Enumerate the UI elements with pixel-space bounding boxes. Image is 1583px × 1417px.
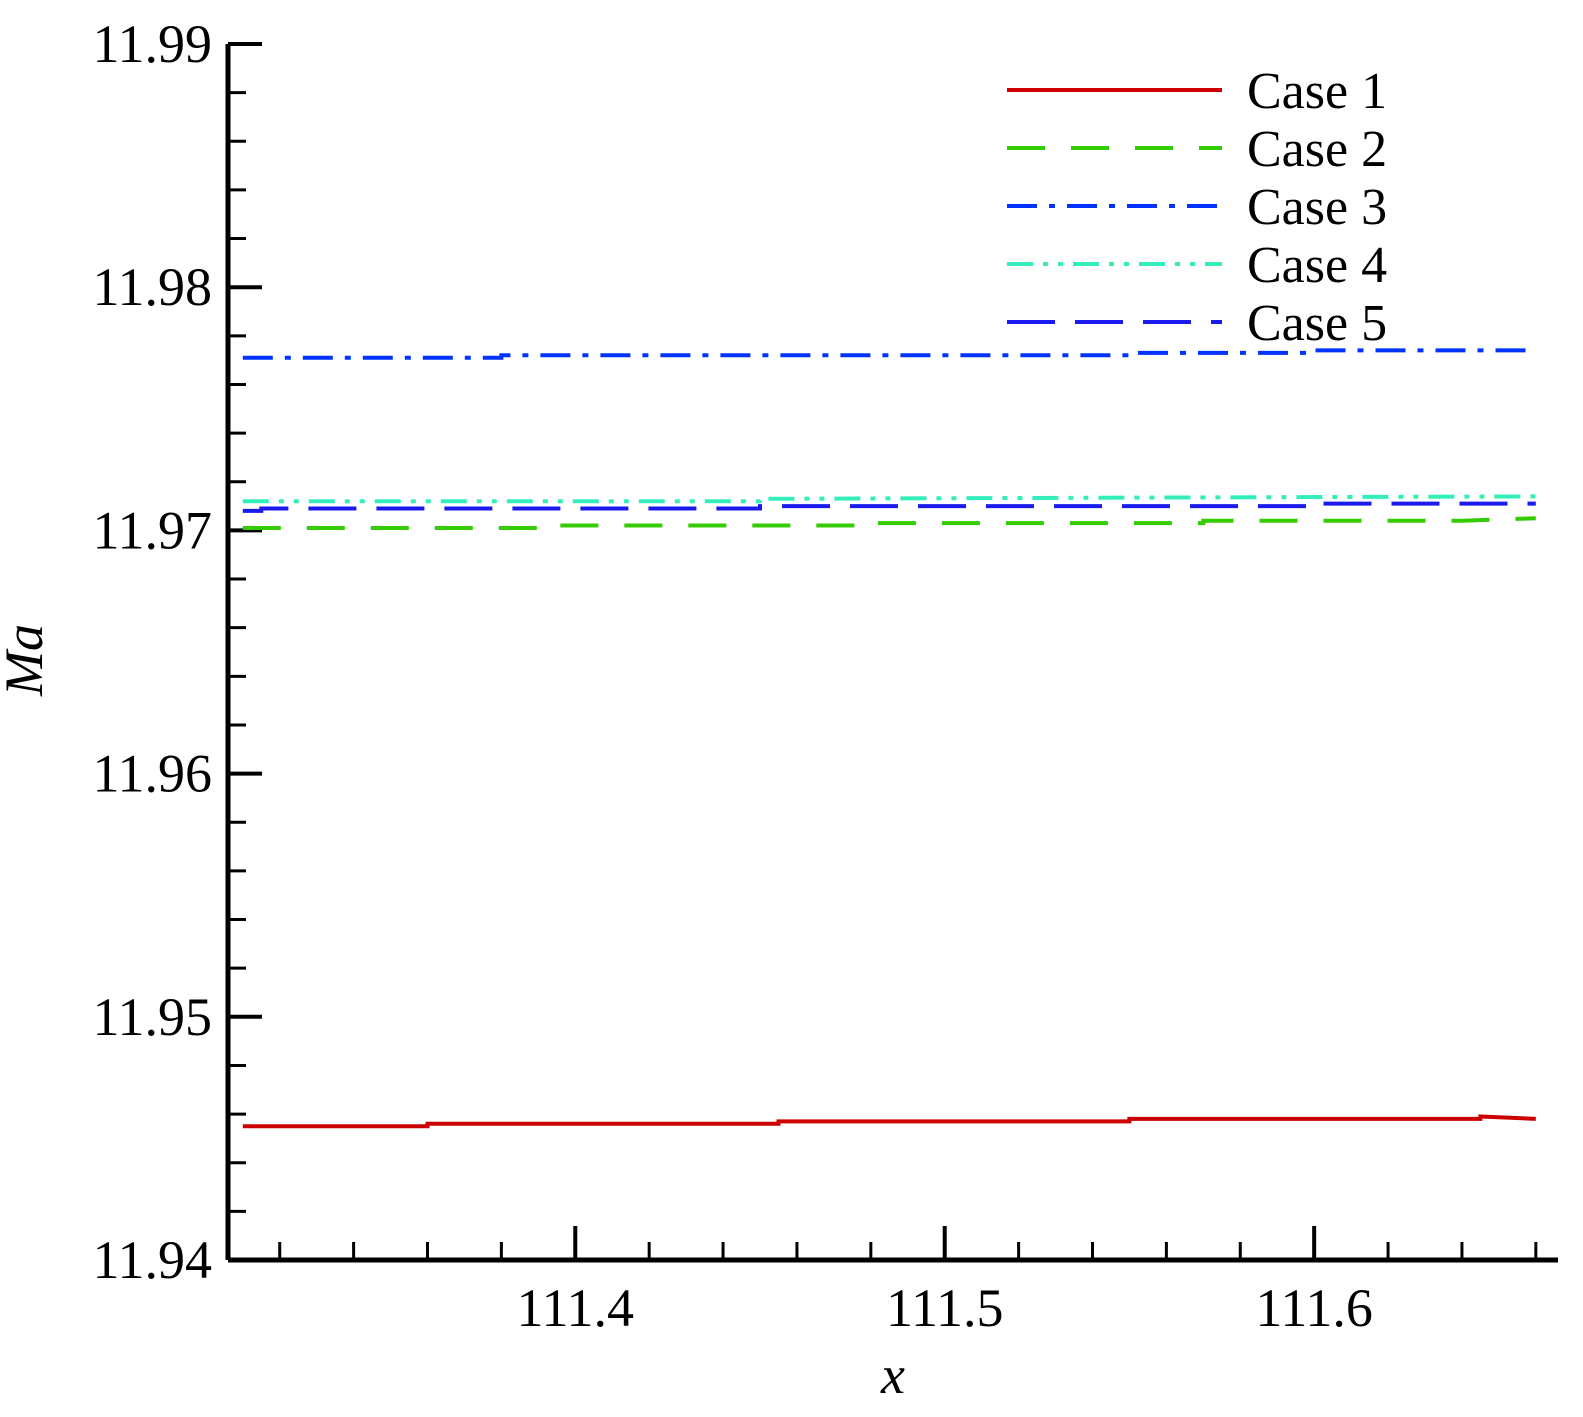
- y-tick-label: 11.98: [93, 257, 213, 317]
- series-line-2: [242, 516, 1536, 530]
- series-line-3: [242, 348, 1536, 360]
- y-tick-label: 11.96: [93, 744, 213, 804]
- x-tick-label: 111.6: [1255, 1278, 1373, 1338]
- y-tick-label: 11.94: [93, 1230, 213, 1290]
- legend-label-1: Case 1: [1247, 63, 1387, 120]
- x-axis-title: x: [880, 1345, 905, 1405]
- series-line-5: [242, 501, 1536, 513]
- series-line-1: [242, 1114, 1536, 1129]
- y-tick-label: 11.99: [93, 14, 213, 74]
- y-tick-label: 11.95: [93, 987, 213, 1047]
- series-line-4: [242, 494, 1536, 504]
- x-tick-label: 111.4: [517, 1278, 635, 1338]
- legend-label-3: Case 3: [1247, 179, 1387, 236]
- y-tick-label: 11.97: [93, 500, 213, 560]
- legend-label-5: Case 5: [1247, 295, 1387, 352]
- y-axis-title: Ma: [0, 624, 54, 697]
- series-lines: [242, 348, 1536, 1129]
- axes: 11.94 11.95 11.96 11.97 11.98 11.99 111.4 111.5…: [93, 14, 1558, 1338]
- x-tick-label: 111.5: [886, 1278, 1004, 1338]
- legend-label-2: Case 2: [1247, 121, 1387, 178]
- legend-label-4: Case 4: [1247, 237, 1387, 294]
